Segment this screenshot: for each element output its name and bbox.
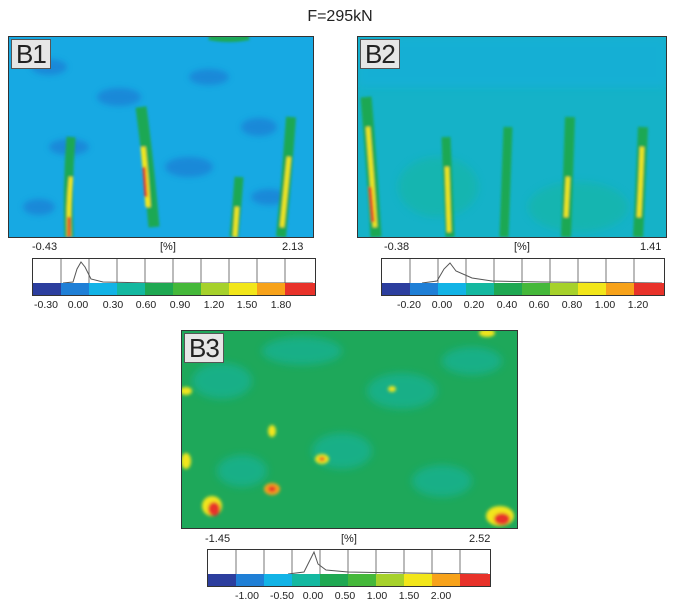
strain-map-b3: B3	[181, 330, 518, 529]
tick-b2-2: 0.20	[463, 299, 485, 311]
tick-b3-4: 1.00	[366, 590, 388, 602]
panel-label-b2: B2	[360, 39, 400, 69]
strain-map-b1: B1	[8, 36, 314, 238]
tick-labels-b3: -1.00 -0.50 0.00 0.50 1.00 1.50 2.00	[207, 590, 491, 604]
tick-b1-5: 1.20	[203, 299, 225, 311]
tick-b2-0: -0.20	[397, 299, 421, 311]
tick-labels-b2: -0.20 0.00 0.20 0.40 0.60 0.80 1.00 1.20	[381, 299, 665, 313]
tick-b1-4: 0.90	[169, 299, 191, 311]
strain-field-b2	[358, 37, 666, 237]
scale-min-b3: -1.45	[205, 533, 231, 545]
histogram-colorbar-b1	[33, 259, 315, 295]
tick-b2-4: 0.60	[528, 299, 550, 311]
panel-label-b1: B1	[11, 39, 51, 69]
tick-b3-3: 0.50	[334, 590, 356, 602]
tick-b1-0: -0.30	[34, 299, 58, 311]
tick-b2-6: 1.00	[594, 299, 616, 311]
panel-label-b3: B3	[184, 333, 224, 363]
tick-b1-1: 0.00	[67, 299, 89, 311]
tick-b3-0: -1.00	[235, 590, 259, 602]
color-legend-b1	[32, 258, 316, 296]
scale-unit-b3: [%]	[341, 533, 357, 545]
tick-b3-6: 2.00	[430, 590, 452, 602]
histogram-colorbar-b2	[382, 259, 664, 295]
tick-b2-5: 0.80	[561, 299, 583, 311]
tick-labels-b1: -0.30 0.00 0.30 0.60 0.90 1.20 1.50 1.80	[32, 299, 316, 313]
strain-field-b3	[182, 331, 517, 528]
scale-min-b2: -0.38	[384, 241, 410, 253]
scale-max-b1: 2.13	[282, 241, 304, 253]
strain-map-b2: B2	[357, 36, 667, 238]
tick-b2-3: 0.40	[496, 299, 518, 311]
tick-b1-3: 0.60	[135, 299, 157, 311]
tick-b1-6: 1.50	[236, 299, 258, 311]
scale-min-b1: -0.43	[32, 241, 58, 253]
strain-field-b1	[9, 37, 313, 237]
color-legend-b3	[207, 549, 491, 587]
scale-unit-b1: [%]	[160, 241, 176, 253]
color-legend-b2	[381, 258, 665, 296]
tick-b3-1: -0.50	[270, 590, 294, 602]
histogram-colorbar-b3	[208, 550, 490, 586]
scale-max-b2: 1.41	[640, 241, 662, 253]
figure-title: F=295kN	[307, 8, 373, 25]
scale-max-b3: 2.52	[469, 533, 491, 545]
tick-b3-5: 1.50	[398, 590, 420, 602]
tick-b1-2: 0.30	[102, 299, 124, 311]
tick-b2-1: 0.00	[431, 299, 453, 311]
tick-b1-7: 1.80	[270, 299, 292, 311]
tick-b2-7: 1.20	[627, 299, 649, 311]
scale-unit-b2: [%]	[514, 241, 530, 253]
tick-b3-2: 0.00	[302, 590, 324, 602]
